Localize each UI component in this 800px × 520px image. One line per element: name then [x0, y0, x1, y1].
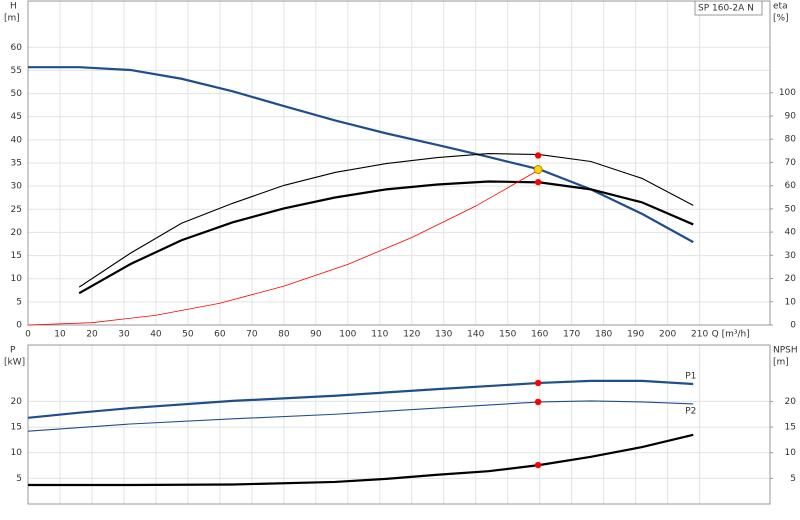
plot-frame — [27, 0, 771, 326]
x-tick-label: 150 — [499, 330, 516, 340]
x-tick-label: 160 — [531, 330, 548, 340]
y2-tick-label: 90 — [785, 111, 797, 121]
y-tick-label: 50 — [11, 89, 23, 99]
y2-tick-label: 15 — [785, 423, 796, 433]
y-tick-label: 55 — [11, 66, 22, 76]
y-tick-label: 60 — [11, 43, 23, 53]
y2-axis-unit: [m] — [773, 358, 789, 368]
operating-point — [534, 398, 542, 406]
x-tick-label: 110 — [371, 330, 388, 340]
y2-tick-label: 20 — [785, 274, 797, 284]
y-axis-label: P — [10, 346, 16, 356]
x-tick-label: 50 — [182, 330, 194, 340]
curve — [27, 170, 539, 326]
y-tick-label: 30 — [11, 182, 23, 192]
y-tick-label: 10 — [11, 274, 23, 284]
x-tick-label: 0 — [25, 330, 31, 340]
operating-point — [533, 164, 543, 174]
y2-tick-label: 40 — [785, 228, 797, 238]
x-tick-label: 200 — [659, 330, 676, 340]
y-axis-unit: [kW] — [4, 358, 25, 368]
x-tick-label: 190 — [627, 330, 644, 340]
curve — [78, 180, 694, 295]
operating-point — [534, 379, 542, 387]
y2-tick-label: 100 — [779, 88, 796, 98]
y2-tick-label: 10 — [785, 297, 797, 307]
y-tick-label: 20 — [11, 228, 23, 238]
y-tick-label: 15 — [11, 251, 22, 261]
x-tick-label: 120 — [403, 330, 420, 340]
series-label: P2 — [685, 406, 696, 416]
curve — [28, 433, 694, 487]
x-tick-label: 30 — [118, 330, 130, 340]
y-axis-label: H — [10, 2, 17, 12]
operating-point — [534, 178, 542, 186]
y2-tick-label: 50 — [785, 204, 797, 214]
x-tick-label: 40 — [150, 330, 162, 340]
y2-axis-label: NPSH — [773, 346, 798, 356]
x-tick-label: 20 — [86, 330, 98, 340]
y-tick-label: 35 — [11, 159, 22, 169]
y-tick-label: 10 — [11, 448, 23, 458]
y-tick-label: 15 — [11, 423, 22, 433]
y-tick-label: 25 — [11, 205, 22, 215]
y-axis-unit: [m] — [4, 14, 20, 24]
y-tick-label: 0 — [16, 321, 22, 331]
y2-tick-label: 10 — [785, 448, 797, 458]
x-tick-label: 90 — [310, 330, 322, 340]
y2-tick-label: 5 — [790, 474, 796, 484]
operating-point — [534, 461, 542, 469]
y-tick-label: 40 — [11, 135, 23, 145]
series-label: P1 — [685, 371, 696, 381]
y2-tick-label: 80 — [785, 135, 797, 145]
x-tick-label: 70 — [246, 330, 258, 340]
x-axis-label: Q [m³/h] — [712, 330, 750, 340]
y-tick-label: 5 — [16, 474, 22, 484]
y2-axis-label: eta — [773, 2, 788, 12]
x-tick-label: 170 — [563, 330, 580, 340]
y-tick-label: 20 — [11, 397, 23, 407]
y-tick-label: 45 — [11, 112, 22, 122]
x-tick-label: 10 — [54, 330, 66, 340]
x-tick-label: 210 — [691, 330, 708, 340]
x-tick-label: 130 — [435, 330, 452, 340]
y2-tick-label: 70 — [785, 158, 797, 168]
curve — [27, 379, 694, 419]
plot-frame — [27, 344, 771, 505]
operating-point — [534, 152, 542, 159]
curve — [27, 400, 694, 432]
x-tick-label: 60 — [214, 330, 226, 340]
y2-tick-label: 0 — [790, 321, 796, 331]
y2-tick-label: 30 — [785, 251, 797, 261]
y2-axis-unit: [%] — [773, 14, 789, 24]
chart-title: SP 160-2A N — [698, 4, 754, 14]
curve — [78, 153, 694, 288]
title-box — [694, 0, 763, 16]
curve — [28, 66, 694, 244]
y-tick-label: 5 — [16, 297, 22, 307]
x-tick-label: 80 — [278, 330, 290, 340]
y2-tick-label: 20 — [785, 397, 797, 407]
y2-tick-label: 60 — [785, 181, 797, 191]
x-tick-label: 100 — [339, 330, 356, 340]
x-tick-label: 140 — [467, 330, 484, 340]
x-tick-label: 180 — [595, 330, 612, 340]
